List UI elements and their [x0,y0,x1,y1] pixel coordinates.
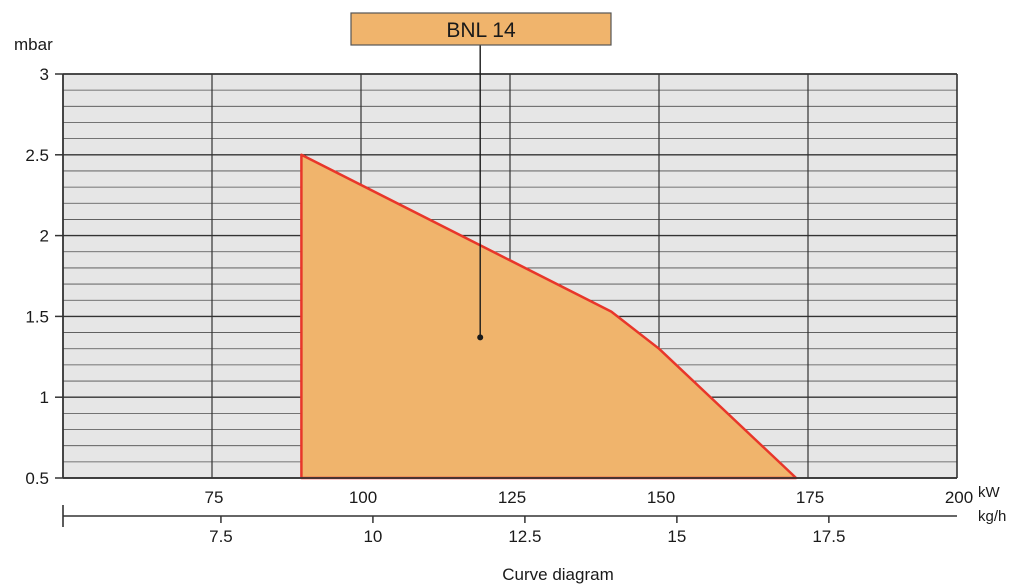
x-tick-labels: 75 100 125 150 175 200 [205,488,974,507]
secondary-tick-marks [220,516,830,523]
y-tick-label: 1 [40,388,49,407]
y-tick-label: 2 [40,227,49,246]
y-tick-label: 1.5 [25,307,49,326]
chart-caption: Curve diagram [502,565,614,584]
chart-title: BNL 14 [446,19,516,42]
y-tick-marks [55,73,63,479]
x-tick-label: 125 [498,488,526,507]
y-tick-label: 3 [40,65,49,84]
secondary-tick-labels: 7.5 10 12.5 15 17.5 [209,527,845,546]
secondary-tick-label: 10 [363,527,382,546]
secondary-tick-label: 7.5 [209,527,233,546]
y-tick-labels: 0.5 1 1.5 2 2.5 3 [25,65,49,488]
x-tick-label: 100 [349,488,377,507]
secondary-tick-label: 15 [667,527,686,546]
x-tick-label: 150 [647,488,675,507]
y-tick-label: 2.5 [25,146,49,165]
x-unit-secondary: kg/h [978,508,1006,525]
x-unit-primary: kW [978,484,1001,501]
secondary-tick-label: 17.5 [812,527,845,546]
y-tick-label: 0.5 [25,469,49,488]
title-box [350,12,612,46]
x-tick-label: 175 [796,488,824,507]
plot-frame [62,73,958,479]
x-tick-label: 200 [945,488,973,507]
secondary-tick-label: 12.5 [508,527,541,546]
x-tick-label: 75 [205,488,224,507]
y-axis-label: mbar [14,35,53,54]
title-marker-dot [477,334,484,341]
